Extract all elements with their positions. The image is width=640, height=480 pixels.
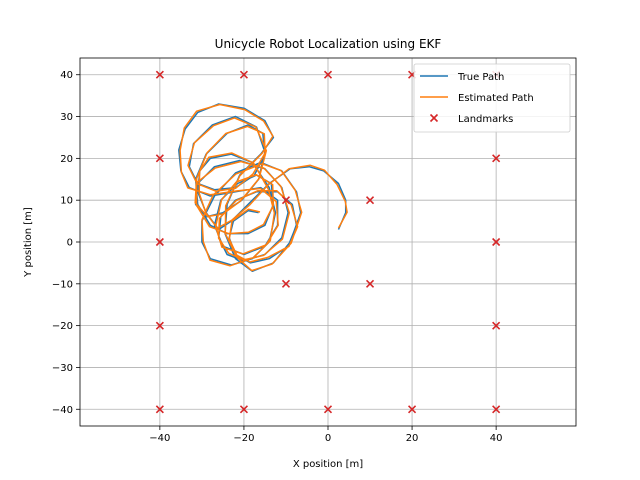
landmark-marker — [239, 405, 248, 414]
y-tick-label: 10 — [60, 196, 73, 207]
legend: True Path Estimated Path Landmarks — [413, 63, 571, 133]
plot-area: −40 −20 0 20 40 −40 −30 −20 −10 0 10 20 30 40 True Pat… — [52, 57, 577, 444]
landmark-marker — [239, 70, 248, 79]
y-tick-label: −20 — [52, 321, 73, 332]
legend-estimated-path-label: Estimated Path — [458, 93, 534, 104]
landmark-marker — [492, 321, 501, 330]
y-tick-label: −30 — [52, 363, 73, 374]
landmark-marker — [155, 154, 164, 163]
x-tick-label: −40 — [149, 433, 170, 444]
landmark-marker — [155, 405, 164, 414]
landmark-marker-stroke — [492, 154, 501, 163]
landmark-marker-stroke — [155, 70, 164, 79]
y-axis-label: Y position [m] — [23, 207, 34, 278]
landmark-marker-stroke — [239, 70, 248, 79]
landmark-marker — [323, 70, 333, 79]
landmark-marker-stroke — [408, 405, 417, 414]
estimated-path-line — [179, 103, 348, 272]
landmark-marker-stroke — [323, 70, 333, 79]
landmark-marker-stroke — [492, 321, 501, 330]
landmark-marker — [323, 405, 333, 414]
landmark-marker — [365, 196, 375, 205]
landmark-marker — [155, 321, 164, 330]
legend-true-path-label: True Path — [457, 72, 504, 83]
landmark-marker-stroke — [281, 196, 291, 205]
x-tick-label: 20 — [406, 433, 419, 444]
landmark-marker — [155, 70, 164, 79]
chart-title: Unicycle Robot Localization using EKF — [215, 37, 442, 51]
landmark-marker — [281, 196, 291, 205]
y-tick-label: 30 — [60, 112, 73, 123]
landmark-marker-stroke — [155, 237, 164, 247]
y-tick-label: −10 — [52, 279, 73, 290]
landmark-marker-stroke — [155, 154, 164, 163]
y-tick-label: 0 — [67, 238, 73, 249]
legend-landmark-swatch — [429, 113, 439, 123]
landmark-marker — [492, 405, 501, 414]
landmark-marker — [492, 237, 501, 247]
landmark-marker-stroke — [492, 405, 501, 414]
landmark-marker-stroke — [323, 405, 333, 414]
y-tick-label: 20 — [60, 154, 73, 165]
landmark-marker-stroke — [365, 279, 375, 288]
landmark-marker-stroke — [155, 405, 164, 414]
x-tick-label: 0 — [325, 433, 331, 444]
x-tick-label: −20 — [233, 433, 254, 444]
y-tick-label: 40 — [60, 70, 73, 81]
legend-box — [413, 63, 571, 133]
y-tick-label: −40 — [52, 405, 73, 416]
landmark-marker-stroke — [155, 321, 164, 330]
landmark-marker-stroke — [492, 237, 501, 247]
landmark-marker — [365, 279, 375, 288]
x-tick-label: 40 — [490, 433, 503, 444]
landmark-marker-stroke — [365, 196, 375, 205]
landmark-marker-stroke — [281, 279, 291, 288]
axes-frame — [79, 57, 577, 427]
x-axis-label: X position [m] — [293, 459, 363, 470]
landmark-marker — [408, 405, 417, 414]
legend-landmarks-label: Landmarks — [458, 114, 513, 125]
landmark-marker-stroke — [239, 405, 248, 414]
landmark-marker — [281, 279, 291, 288]
landmark-marker — [155, 237, 164, 247]
landmark-marker — [492, 154, 501, 163]
